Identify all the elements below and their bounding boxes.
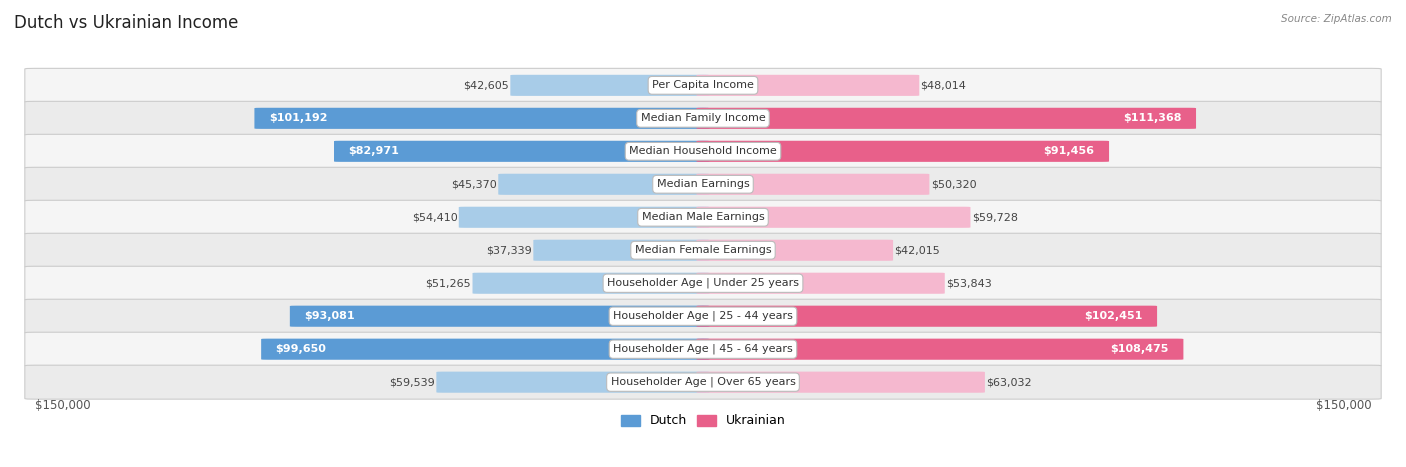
Text: $37,339: $37,339 — [486, 245, 531, 255]
FancyBboxPatch shape — [290, 306, 710, 327]
Text: $150,000: $150,000 — [35, 399, 90, 412]
Text: Householder Age | Over 65 years: Householder Age | Over 65 years — [610, 377, 796, 388]
FancyBboxPatch shape — [25, 233, 1381, 267]
FancyBboxPatch shape — [25, 167, 1381, 201]
FancyBboxPatch shape — [25, 134, 1381, 168]
Text: Householder Age | 25 - 44 years: Householder Age | 25 - 44 years — [613, 311, 793, 321]
FancyBboxPatch shape — [262, 339, 710, 360]
Text: $42,605: $42,605 — [464, 80, 509, 90]
Text: $150,000: $150,000 — [1316, 399, 1371, 412]
FancyBboxPatch shape — [696, 372, 984, 393]
Text: $50,320: $50,320 — [931, 179, 976, 189]
FancyBboxPatch shape — [696, 108, 1197, 129]
Text: $99,650: $99,650 — [276, 344, 326, 354]
FancyBboxPatch shape — [335, 141, 710, 162]
FancyBboxPatch shape — [696, 240, 893, 261]
Text: Householder Age | 45 - 64 years: Householder Age | 45 - 64 years — [613, 344, 793, 354]
FancyBboxPatch shape — [510, 75, 710, 96]
Text: $59,539: $59,539 — [389, 377, 434, 387]
Text: Dutch vs Ukrainian Income: Dutch vs Ukrainian Income — [14, 14, 239, 32]
Legend: Dutch, Ukrainian: Dutch, Ukrainian — [616, 410, 790, 432]
Text: $111,368: $111,368 — [1123, 113, 1181, 123]
Text: Median Male Earnings: Median Male Earnings — [641, 212, 765, 222]
FancyBboxPatch shape — [25, 332, 1381, 366]
Text: Median Household Income: Median Household Income — [628, 146, 778, 156]
Text: Source: ZipAtlas.com: Source: ZipAtlas.com — [1281, 14, 1392, 24]
FancyBboxPatch shape — [25, 200, 1381, 234]
Text: $42,015: $42,015 — [894, 245, 941, 255]
FancyBboxPatch shape — [696, 207, 970, 228]
Text: Per Capita Income: Per Capita Income — [652, 80, 754, 90]
Text: $93,081: $93,081 — [304, 311, 354, 321]
FancyBboxPatch shape — [696, 306, 1157, 327]
FancyBboxPatch shape — [25, 101, 1381, 135]
FancyBboxPatch shape — [696, 75, 920, 96]
FancyBboxPatch shape — [25, 365, 1381, 399]
FancyBboxPatch shape — [458, 207, 710, 228]
Text: $91,456: $91,456 — [1043, 146, 1095, 156]
FancyBboxPatch shape — [696, 174, 929, 195]
Text: $54,410: $54,410 — [412, 212, 457, 222]
FancyBboxPatch shape — [696, 273, 945, 294]
Text: $63,032: $63,032 — [986, 377, 1032, 387]
FancyBboxPatch shape — [254, 108, 710, 129]
Text: $48,014: $48,014 — [921, 80, 966, 90]
Text: Median Family Income: Median Family Income — [641, 113, 765, 123]
Text: $82,971: $82,971 — [349, 146, 399, 156]
Text: $45,370: $45,370 — [451, 179, 496, 189]
Text: Median Earnings: Median Earnings — [657, 179, 749, 189]
FancyBboxPatch shape — [436, 372, 710, 393]
Text: $108,475: $108,475 — [1111, 344, 1168, 354]
FancyBboxPatch shape — [25, 299, 1381, 333]
FancyBboxPatch shape — [696, 141, 1109, 162]
Text: $101,192: $101,192 — [269, 113, 328, 123]
FancyBboxPatch shape — [25, 266, 1381, 300]
Text: Householder Age | Under 25 years: Householder Age | Under 25 years — [607, 278, 799, 289]
FancyBboxPatch shape — [472, 273, 710, 294]
FancyBboxPatch shape — [696, 339, 1184, 360]
Text: $53,843: $53,843 — [946, 278, 991, 288]
FancyBboxPatch shape — [498, 174, 710, 195]
FancyBboxPatch shape — [25, 68, 1381, 102]
Text: Median Female Earnings: Median Female Earnings — [634, 245, 772, 255]
FancyBboxPatch shape — [533, 240, 710, 261]
Text: $51,265: $51,265 — [426, 278, 471, 288]
Text: $59,728: $59,728 — [972, 212, 1018, 222]
Text: $102,451: $102,451 — [1084, 311, 1143, 321]
